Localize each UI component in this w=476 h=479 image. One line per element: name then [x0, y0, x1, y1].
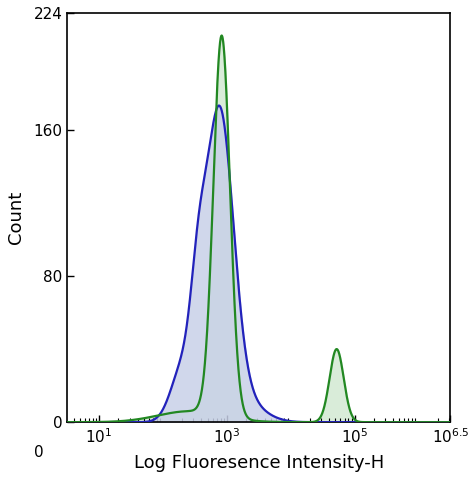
X-axis label: Log Fluoresence Intensity-H: Log Fluoresence Intensity-H	[134, 454, 384, 472]
Text: 0: 0	[34, 445, 43, 460]
Y-axis label: Count: Count	[7, 191, 25, 244]
